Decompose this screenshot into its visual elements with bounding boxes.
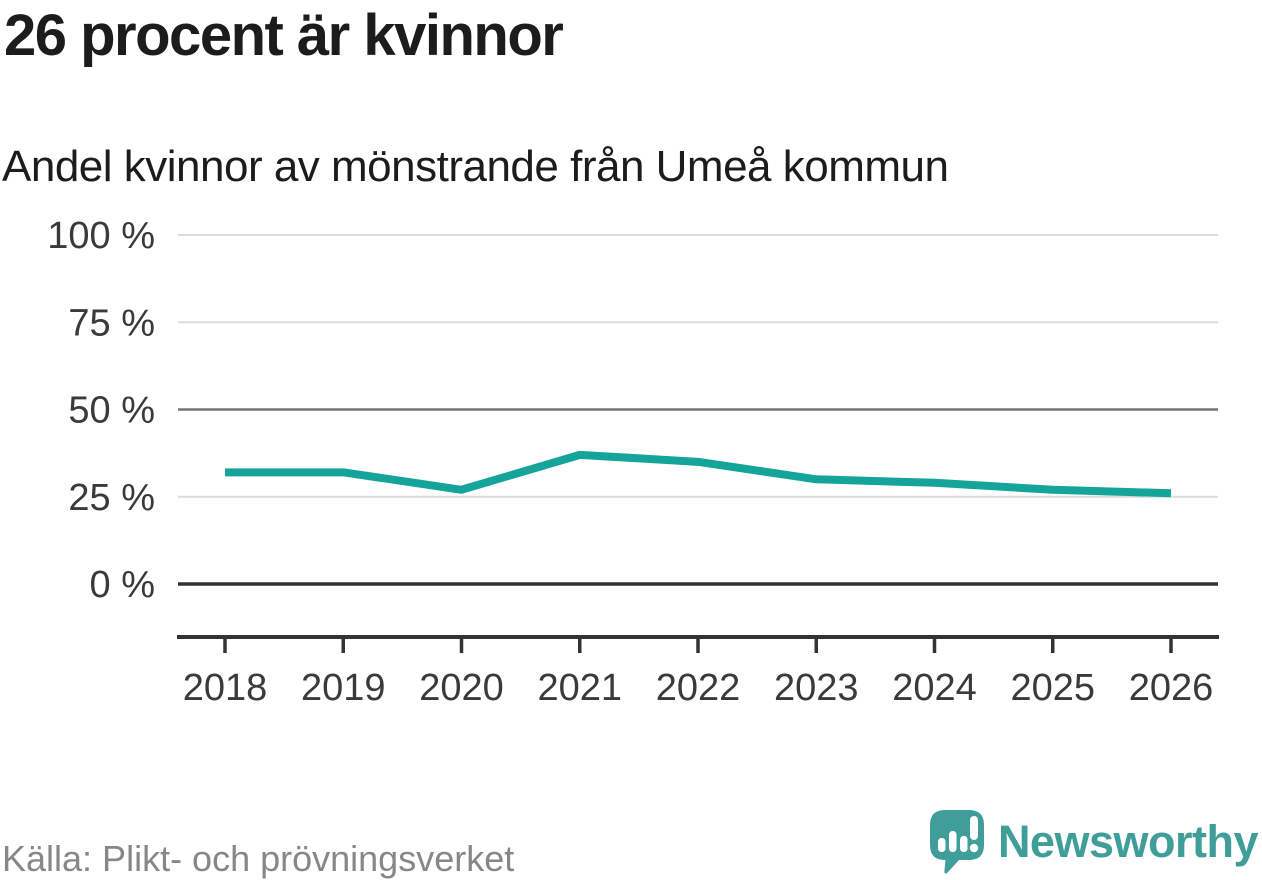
y-tick-label: 50 % xyxy=(68,390,155,432)
line-chart: 0 % 25 % 50 % 75 % 100 % 2018 2019 2020 2021 2022… xyxy=(47,215,1219,709)
x-tick-label: 2023 xyxy=(774,667,859,709)
data-line xyxy=(225,450,1172,498)
y-tick-label: 25 % xyxy=(68,477,155,519)
x-tick-label: 2022 xyxy=(656,667,741,709)
newsworthy-brand: Newsworthy xyxy=(928,808,1259,876)
x-tick-label: 2026 xyxy=(1129,667,1214,709)
x-tick-label: 2021 xyxy=(537,667,622,709)
x-tick-label: 2018 xyxy=(183,667,268,709)
y-tick-label: 75 % xyxy=(68,302,155,344)
y-tick-label: 100 % xyxy=(47,215,155,257)
x-tick-label: 2025 xyxy=(1010,667,1095,709)
x-tick-label: 2020 xyxy=(419,667,504,709)
y-tick-label: 0 % xyxy=(90,564,155,606)
x-tick-label: 2024 xyxy=(892,667,977,709)
chart-subtitle: Andel kvinnor av mönstrande från Umeå ko… xyxy=(2,142,949,191)
x-tick-label: 2019 xyxy=(301,667,386,709)
source-note: Källa: Plikt- och prövningsverket xyxy=(2,838,515,879)
newsworthy-logo-icon xyxy=(929,810,984,874)
newsworthy-wordmark: Newsworthy xyxy=(997,816,1259,867)
chart-title: 26 procent är kvinnor xyxy=(4,3,564,68)
